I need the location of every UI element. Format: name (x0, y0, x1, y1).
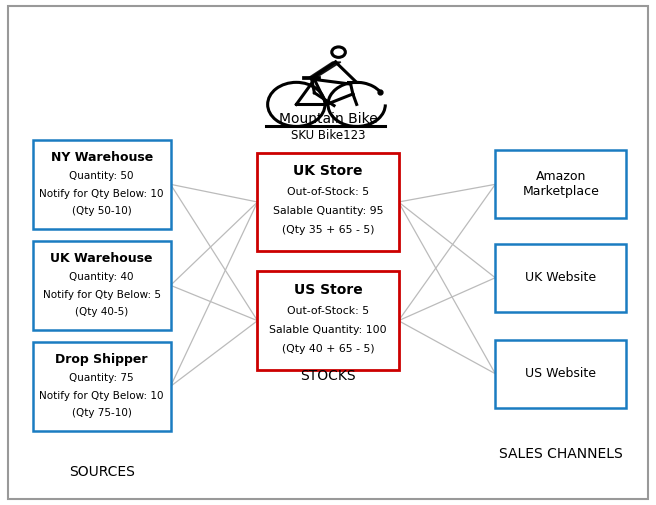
Text: (Qty 35 + 65 - 5): (Qty 35 + 65 - 5) (281, 225, 375, 235)
Text: NY Warehouse: NY Warehouse (51, 152, 153, 164)
FancyBboxPatch shape (257, 153, 399, 251)
Polygon shape (308, 62, 341, 78)
Text: Notify for Qty Below: 10: Notify for Qty Below: 10 (39, 391, 164, 400)
Text: Notify for Qty Below: 10: Notify for Qty Below: 10 (39, 188, 164, 198)
Text: US Store: US Store (294, 282, 362, 296)
Text: Salable Quantity: 100: Salable Quantity: 100 (269, 325, 387, 335)
FancyBboxPatch shape (495, 150, 626, 218)
Text: Drop Shipper: Drop Shipper (55, 354, 148, 366)
Text: SKU Bike123: SKU Bike123 (291, 129, 365, 142)
Text: STOCKS: STOCKS (300, 369, 356, 383)
Text: US Website: US Website (525, 367, 596, 380)
FancyBboxPatch shape (33, 342, 171, 430)
Text: Salable Quantity: 95: Salable Quantity: 95 (273, 206, 383, 216)
Text: Out-of-Stock: 5: Out-of-Stock: 5 (287, 306, 369, 316)
Text: (Qty 50-10): (Qty 50-10) (72, 206, 132, 216)
Text: UK Store: UK Store (293, 164, 363, 178)
Text: (Qty 75-10): (Qty 75-10) (72, 408, 132, 418)
Text: Amazon
Marketplace: Amazon Marketplace (522, 170, 600, 198)
FancyBboxPatch shape (33, 140, 171, 228)
Text: Quantity: 75: Quantity: 75 (70, 374, 134, 383)
Text: (Qty 40 + 65 - 5): (Qty 40 + 65 - 5) (281, 344, 375, 354)
Text: Notify for Qty Below: 5: Notify for Qty Below: 5 (43, 290, 161, 299)
Text: UK Warehouse: UK Warehouse (51, 252, 153, 265)
Text: UK Website: UK Website (525, 271, 596, 284)
Text: (Qty 40-5): (Qty 40-5) (75, 307, 129, 317)
Text: Out-of-Stock: 5: Out-of-Stock: 5 (287, 187, 369, 197)
Text: Quantity: 50: Quantity: 50 (70, 171, 134, 181)
Text: SOURCES: SOURCES (69, 465, 134, 479)
Text: SALES CHANNELS: SALES CHANNELS (499, 447, 623, 462)
FancyBboxPatch shape (495, 243, 626, 312)
FancyBboxPatch shape (257, 272, 399, 370)
FancyBboxPatch shape (495, 339, 626, 408)
Text: Mountain Bike: Mountain Bike (279, 112, 377, 126)
FancyBboxPatch shape (33, 241, 171, 329)
Text: Quantity: 40: Quantity: 40 (70, 273, 134, 282)
